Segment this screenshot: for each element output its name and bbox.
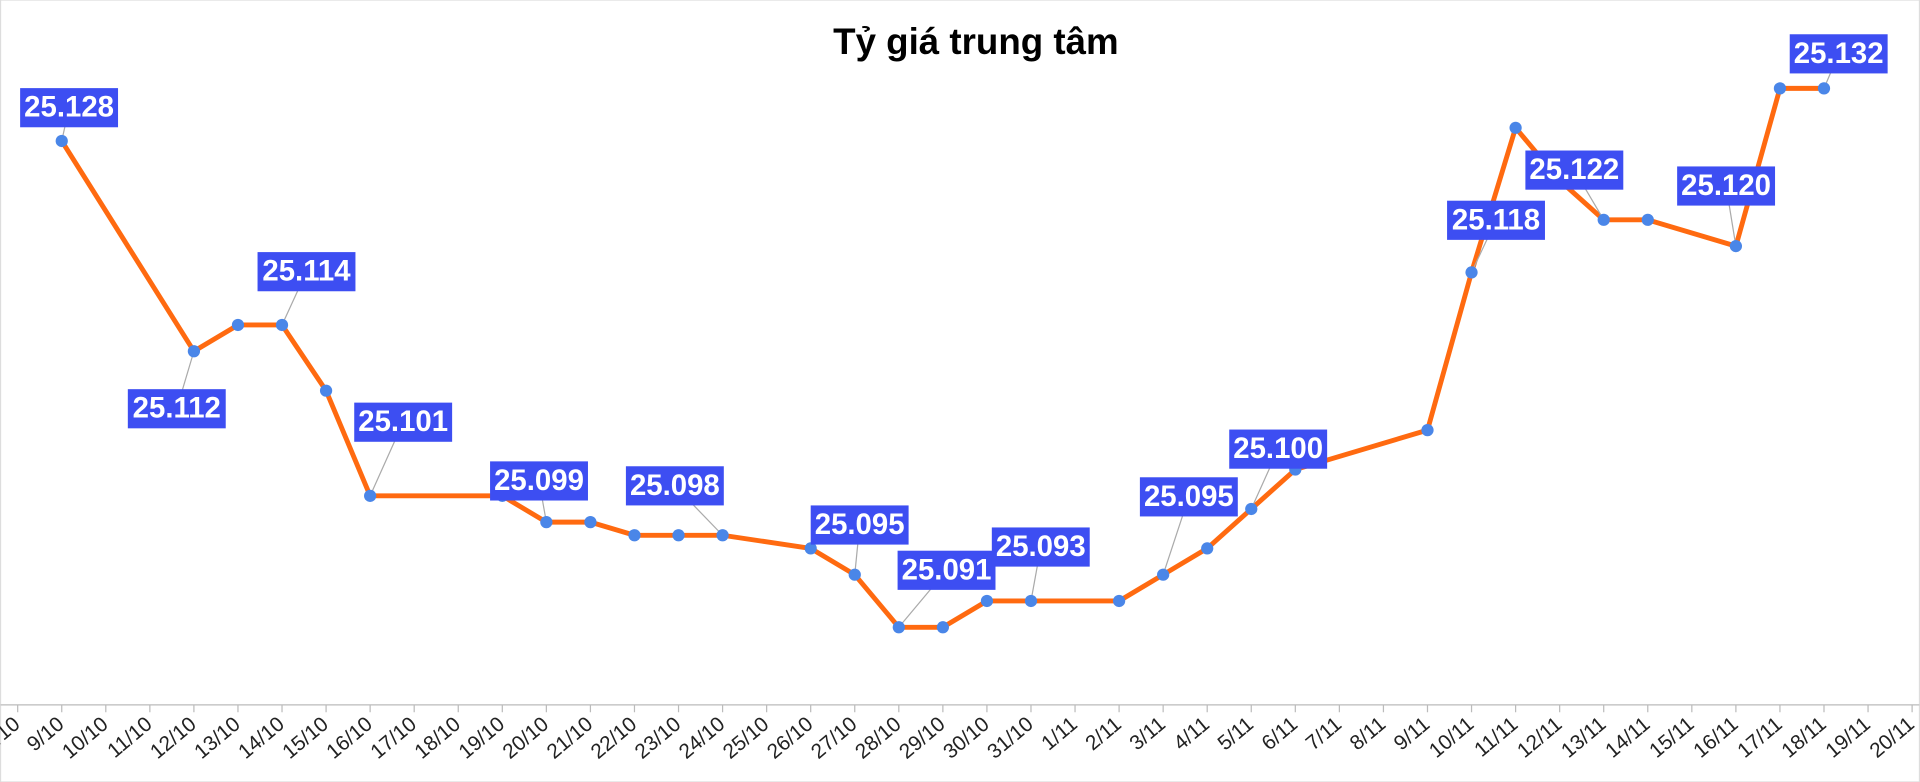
point [672, 529, 685, 542]
point [1465, 266, 1478, 279]
value-label: 25.095 [810, 505, 909, 545]
point [364, 489, 377, 502]
point [1509, 121, 1522, 134]
value-label-text: 25.101 [358, 405, 448, 438]
value-label: 25.099 [490, 461, 588, 501]
point [1421, 423, 1434, 437]
value-label-text: 25.100 [1233, 432, 1323, 465]
value-label: 25.128 [20, 88, 119, 128]
point [1157, 568, 1170, 581]
value-label-box [897, 550, 996, 590]
value-label-text: 25.122 [1529, 153, 1619, 186]
value-label: 25.112 [127, 389, 226, 429]
point [1024, 594, 1038, 608]
value-label-box [1139, 477, 1238, 517]
point [892, 621, 905, 634]
value-label-text: 25.099 [494, 464, 584, 497]
value-label-box [490, 461, 588, 501]
value-label: 25.122 [1525, 150, 1624, 190]
value-label-box [127, 389, 226, 429]
value-label-text: 25.118 [1452, 203, 1540, 236]
chart-title: Tỷ giá trung tâm [833, 21, 1118, 62]
value-label: 25.101 [354, 402, 453, 442]
value-label-text: 25.112 [133, 392, 221, 425]
value-label-box [257, 252, 356, 292]
point [187, 345, 201, 358]
value-label-text: 25.114 [262, 255, 351, 288]
value-label-text: 25.128 [24, 91, 114, 124]
value-label: 25.114 [257, 252, 356, 292]
point [231, 318, 245, 332]
point [275, 318, 289, 332]
point [980, 594, 994, 608]
value-label-box [1677, 166, 1776, 206]
point [848, 568, 861, 581]
point [936, 621, 949, 634]
value-label-box [1789, 34, 1888, 74]
point [1597, 213, 1610, 226]
point [540, 515, 553, 529]
value-label-text: 25.093 [996, 530, 1086, 563]
value-label-text: 25.132 [1794, 37, 1884, 70]
point [1773, 82, 1787, 95]
point [1112, 594, 1126, 608]
value-label-text: 25.098 [630, 469, 720, 502]
point [1201, 542, 1214, 555]
point [1729, 239, 1742, 253]
value-label: 25.132 [1789, 34, 1888, 74]
value-label-text: 25.095 [815, 508, 905, 541]
point [319, 384, 333, 397]
value-label: 25.120 [1677, 166, 1776, 206]
value-label-box [810, 505, 909, 545]
value-label: 25.100 [1229, 429, 1328, 469]
point [55, 134, 68, 148]
value-label-box [1447, 200, 1545, 240]
point [1641, 213, 1654, 226]
value-label-box [1525, 150, 1624, 190]
value-label-box [625, 466, 724, 506]
point [1817, 82, 1831, 95]
value-label-box [20, 88, 119, 128]
value-label-text: 25.095 [1144, 480, 1234, 513]
point [716, 529, 729, 542]
value-label: 25.093 [991, 527, 1090, 567]
point [804, 542, 817, 555]
value-label-text: 25.091 [902, 553, 992, 586]
value-label-box [354, 402, 453, 442]
value-label-box [991, 527, 1090, 567]
point [1245, 502, 1258, 516]
value-label: 25.098 [625, 466, 724, 506]
value-label-box [1229, 429, 1328, 469]
value-label: 25.095 [1139, 477, 1238, 517]
value-label: 25.091 [897, 550, 996, 590]
value-label: 25.118 [1447, 200, 1545, 240]
point [584, 515, 597, 529]
point [628, 529, 641, 542]
value-label-text: 25.120 [1681, 169, 1771, 202]
